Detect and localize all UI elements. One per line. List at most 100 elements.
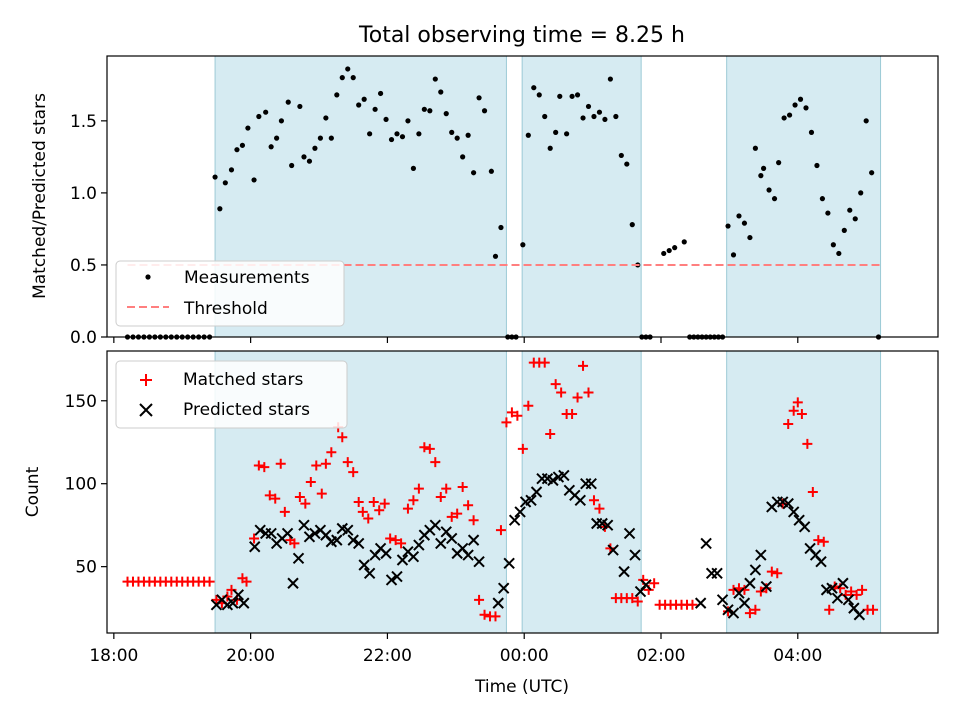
measurement-point — [847, 207, 853, 213]
predicted-star-point — [826, 582, 838, 594]
measurement-point — [681, 239, 687, 245]
predicted-star-point — [303, 531, 316, 543]
predicted-star-point — [249, 541, 261, 553]
measurement-point — [574, 92, 581, 98]
measurement-point — [553, 129, 559, 135]
measurement-point — [557, 93, 563, 99]
matched-star-point — [363, 513, 374, 524]
predicted-star-point — [238, 597, 250, 609]
measurement-point — [488, 168, 494, 174]
legend-x-icon — [139, 403, 153, 417]
matched-star-point — [435, 491, 446, 502]
predicted-star-point — [363, 567, 376, 579]
predicted-star-point — [853, 609, 866, 621]
predicted-star-point — [842, 594, 855, 606]
legend-box — [115, 360, 348, 429]
legend-box — [115, 260, 345, 327]
matched-star-point — [501, 417, 512, 428]
measurement-point — [596, 109, 603, 115]
measurement-point — [808, 129, 815, 135]
matched-star-point — [424, 443, 435, 454]
measurement-point — [863, 118, 869, 124]
measurement-point — [730, 252, 737, 258]
predicted-star-point — [358, 559, 370, 571]
measurement-point — [245, 125, 251, 131]
matched-star-point — [457, 482, 468, 493]
measurement-point — [672, 245, 678, 251]
matched-star-point — [204, 576, 215, 587]
measurement-point — [465, 132, 471, 138]
measurement-point — [736, 213, 742, 219]
matched-star-point — [545, 428, 556, 439]
matched-star-point — [578, 360, 589, 371]
predicted-star-point — [232, 589, 245, 601]
measurement-point — [629, 222, 635, 228]
matched-star-point — [788, 405, 799, 416]
predicted-star-point — [798, 521, 811, 533]
matched-star-point — [402, 503, 413, 514]
matched-star-point — [796, 409, 807, 420]
measurement-point — [858, 190, 864, 196]
predicted-star-point — [407, 550, 420, 563]
measurement-point — [624, 161, 630, 167]
matched-star-point — [337, 432, 348, 443]
matched-star-point — [792, 397, 803, 408]
measurement-point — [405, 118, 411, 124]
measurement-point — [569, 93, 575, 99]
predicted-star-point — [727, 607, 740, 619]
matched-star-point — [408, 495, 419, 506]
matched-star-point — [463, 500, 474, 511]
measurement-point — [531, 85, 537, 91]
predicted-star-point — [391, 570, 403, 583]
predicted-star-point — [292, 552, 305, 565]
legend: Matched stars Predicted stars — [115, 360, 348, 429]
matched-star-point — [385, 533, 396, 544]
predicted-star-point — [298, 519, 310, 531]
matched-star-point — [357, 506, 368, 517]
predicted-star-point — [629, 549, 641, 561]
measurement-point — [776, 160, 782, 166]
x-tick-label: 02:00 — [637, 646, 686, 666]
predicted-star-point — [787, 506, 800, 518]
bottom-y-axis-label: Count — [23, 466, 43, 517]
matched-star-point — [226, 584, 237, 595]
predicted-star-point — [585, 477, 597, 490]
measurement-point — [289, 162, 295, 169]
measurement-point — [547, 145, 553, 151]
predicted-star-point — [347, 534, 359, 546]
measurement-point — [421, 106, 427, 112]
predicted-star-point — [755, 549, 767, 561]
matched-star-point — [441, 483, 452, 494]
predicted-star-point — [640, 579, 652, 591]
predicted-star-point — [607, 544, 619, 556]
measurement-point — [251, 177, 257, 183]
matched-star-point — [413, 483, 424, 494]
matched-star-point — [506, 407, 517, 418]
measurement-point — [228, 167, 235, 173]
y-tick-label: 100 — [65, 475, 97, 495]
axes-frame — [106, 55, 939, 338]
measurement-point — [771, 196, 778, 202]
measurement-point — [725, 223, 731, 229]
predicted-star-point — [831, 592, 844, 604]
matched-star-point — [755, 586, 766, 597]
predicted-star-point — [815, 555, 827, 568]
matched-star-point — [353, 496, 364, 507]
matched-star-point — [744, 608, 755, 619]
measurement-point — [356, 102, 362, 108]
measurement-point — [836, 250, 842, 257]
predicted-star-point — [254, 524, 266, 536]
measurement-point — [792, 102, 798, 108]
x-tick-label: 22:00 — [363, 646, 412, 666]
predicted-star-point — [722, 604, 734, 616]
measurement-point — [256, 113, 262, 120]
measurement-point — [470, 170, 477, 176]
matched-star-point — [379, 498, 390, 509]
matched-star-point — [517, 443, 528, 454]
matched-star-point — [479, 609, 490, 620]
matched-star-point — [311, 460, 322, 471]
predicted-star-point — [265, 527, 277, 540]
measurement-point — [797, 96, 804, 102]
measurement-point — [443, 111, 449, 117]
